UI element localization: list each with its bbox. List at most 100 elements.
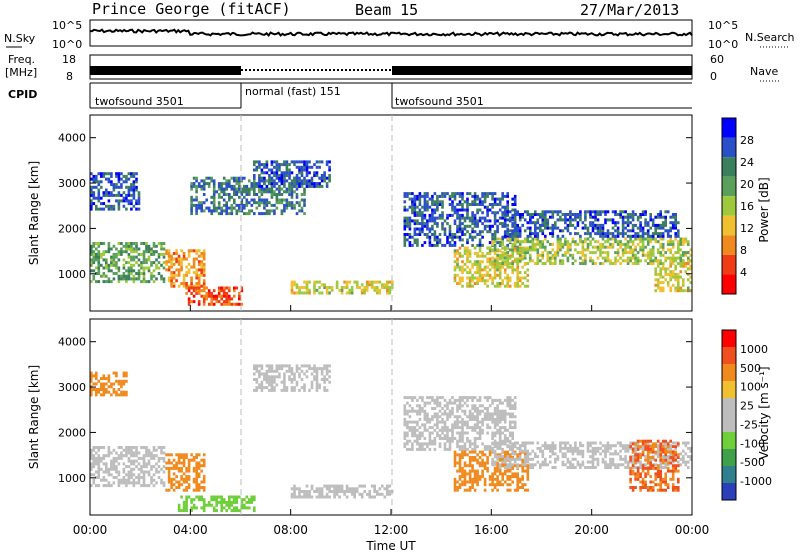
heatmap-cell bbox=[406, 238, 409, 242]
heatmap-cell bbox=[150, 263, 153, 267]
heatmap-cell bbox=[102, 377, 106, 381]
heatmap-cell bbox=[167, 249, 171, 253]
heatmap-cell bbox=[471, 238, 474, 242]
heatmap-cell bbox=[496, 455, 499, 459]
heatmap-cell bbox=[596, 223, 600, 227]
heatmap-cell bbox=[190, 284, 193, 288]
heatmap-cell bbox=[280, 176, 284, 180]
heatmap-cell bbox=[228, 302, 231, 306]
heatmap-cell bbox=[117, 462, 121, 466]
heatmap-cell bbox=[438, 238, 442, 242]
heatmap-cell bbox=[481, 260, 484, 264]
heatmap-cell bbox=[677, 232, 680, 236]
heatmap-cell bbox=[228, 182, 231, 186]
heatmap-cell bbox=[243, 206, 246, 210]
heatmap-cell bbox=[471, 284, 474, 288]
heatmap-cell bbox=[125, 478, 128, 482]
heatmap-cell bbox=[556, 234, 560, 238]
heatmap-cell bbox=[303, 203, 306, 207]
heatmap-cell bbox=[278, 364, 281, 368]
heatmap-cell bbox=[456, 260, 459, 264]
heatmap-cell bbox=[421, 227, 424, 231]
heatmap-cell bbox=[581, 449, 585, 453]
heatmap-cell bbox=[571, 446, 575, 450]
heatmap-cell bbox=[438, 415, 442, 419]
heatmap-cell bbox=[677, 234, 680, 238]
heatmap-cell bbox=[501, 238, 504, 242]
heatmap-cell bbox=[687, 251, 690, 255]
heatmap-cell bbox=[212, 506, 216, 510]
heatmap-cell bbox=[516, 240, 519, 244]
heatmap-cell bbox=[215, 509, 218, 513]
heatmap-cell bbox=[551, 253, 555, 257]
heatmap-cell bbox=[238, 195, 241, 199]
heatmap-cell bbox=[478, 200, 482, 204]
heatmap-cell bbox=[513, 237, 517, 241]
heatmap-cell bbox=[92, 250, 96, 254]
heatmap-cell bbox=[433, 447, 437, 451]
heatmap-cell bbox=[594, 210, 597, 214]
heatmap-cell bbox=[513, 203, 517, 206]
heatmap-cell bbox=[421, 396, 424, 400]
heatmap-cell bbox=[561, 259, 565, 263]
heatmap-cell bbox=[556, 240, 560, 244]
heatmap-cell bbox=[426, 417, 429, 421]
heatmap-cell bbox=[391, 283, 394, 287]
heatmap-cell bbox=[674, 237, 677, 241]
heatmap-cell bbox=[220, 184, 223, 188]
heatmap-cell bbox=[461, 227, 464, 231]
heatmap-cell bbox=[190, 286, 193, 290]
heatmap-cell bbox=[659, 259, 662, 263]
heatmap-cell bbox=[130, 244, 133, 248]
heatmap-cell bbox=[601, 223, 605, 227]
heatmap-cell bbox=[200, 480, 203, 484]
heatmap-cell bbox=[664, 251, 667, 255]
heatmap-cell bbox=[298, 490, 301, 493]
heatmap-cell bbox=[212, 203, 216, 207]
heatmap-cell bbox=[428, 197, 432, 201]
heatmap-cell bbox=[388, 291, 392, 295]
heatmap-cell bbox=[386, 286, 389, 289]
heatmap-cell bbox=[323, 378, 326, 381]
heatmap-cell bbox=[142, 481, 146, 485]
heatmap-cell bbox=[488, 257, 492, 261]
heatmap-cell bbox=[406, 434, 409, 438]
heatmap-cell bbox=[508, 483, 512, 487]
heatmap-cell bbox=[388, 484, 392, 488]
heatmap-cell bbox=[95, 280, 98, 284]
heatmap-cell bbox=[536, 218, 540, 222]
heatmap-cell bbox=[290, 291, 294, 295]
heatmap-cell bbox=[92, 382, 96, 386]
heatmap-cell bbox=[671, 221, 675, 225]
heatmap-cell bbox=[539, 223, 542, 227]
heatmap-cell bbox=[476, 480, 479, 484]
heatmap-cell bbox=[433, 243, 437, 247]
heatmap-cell bbox=[631, 472, 635, 476]
heatmap-cell bbox=[461, 208, 464, 212]
heatmap-cell bbox=[463, 401, 467, 405]
heatmap-cell bbox=[659, 262, 662, 265]
heatmap-cell bbox=[370, 495, 374, 499]
heatmap-cell bbox=[90, 252, 93, 256]
heatmap-cell bbox=[511, 197, 514, 201]
heatmap-cell bbox=[443, 426, 447, 430]
heatmap-cell bbox=[476, 458, 479, 462]
heatmap-cell bbox=[506, 208, 509, 212]
heatmap-cell bbox=[571, 218, 575, 222]
heatmap-cell bbox=[639, 245, 642, 249]
heatmap-cell bbox=[541, 221, 545, 225]
heatmap-cell bbox=[130, 451, 133, 455]
heatmap-cell bbox=[310, 386, 314, 390]
heatmap-cell bbox=[641, 240, 645, 244]
heatmap-cell bbox=[631, 240, 635, 244]
heatmap-cell bbox=[140, 470, 143, 474]
heatmap-cell bbox=[521, 246, 524, 250]
heatmap-cell bbox=[140, 280, 143, 284]
heatmap-cell bbox=[656, 449, 660, 453]
heatmap-cell bbox=[130, 172, 133, 176]
heatmap-cell bbox=[554, 262, 557, 265]
heatmap-cell bbox=[270, 171, 274, 175]
heatmap-cell bbox=[601, 242, 605, 246]
heatmap-cell bbox=[659, 253, 662, 257]
heatmap-cell bbox=[180, 475, 183, 479]
